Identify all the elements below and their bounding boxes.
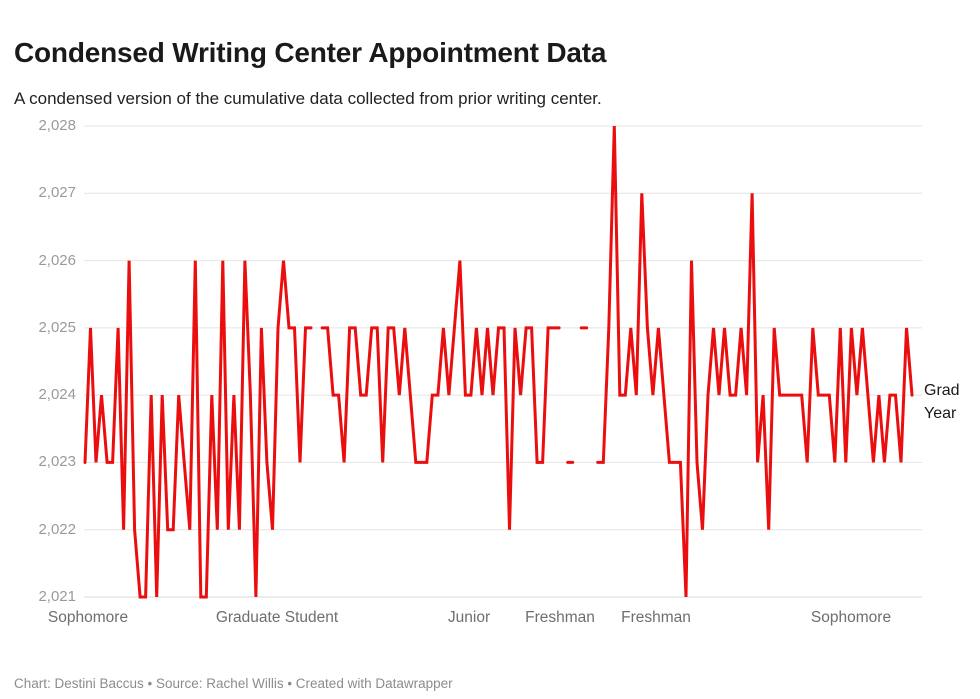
x-axis-label: Sophomore [810,609,892,626]
y-axis-tick-label: 2,028 [38,117,76,134]
y-axis-tick-label: 2,022 [38,520,76,538]
x-axis-label: Freshman [525,609,595,626]
chart-subtitle: A condensed version of the cumulative da… [14,89,602,108]
x-axis-label: Graduate Student [215,609,339,626]
y-axis-tick-label: 2,023 [38,453,76,471]
y-axis-tick-label: 2,026 [38,251,76,269]
y-axis-tick-label: 2,024 [38,386,76,404]
series-end-label-grad-year: Grad Year [924,382,960,422]
grad-year-data-line [83,125,914,599]
x-axis-label: Junior [447,609,491,626]
y-axis-tick-label: 2,027 [38,184,76,202]
x-axis-label: Freshman [621,609,691,626]
attribution-footer: Chart: Destini Baccus • Source: Rachel W… [14,675,453,691]
y-axis-tick-label: 2,021 [38,588,76,605]
x-axis-label: Sophomore [47,609,129,626]
y-axis-tick-label: 2,025 [38,318,76,336]
page-title: Condensed Writing Center Appointment Dat… [14,36,607,68]
